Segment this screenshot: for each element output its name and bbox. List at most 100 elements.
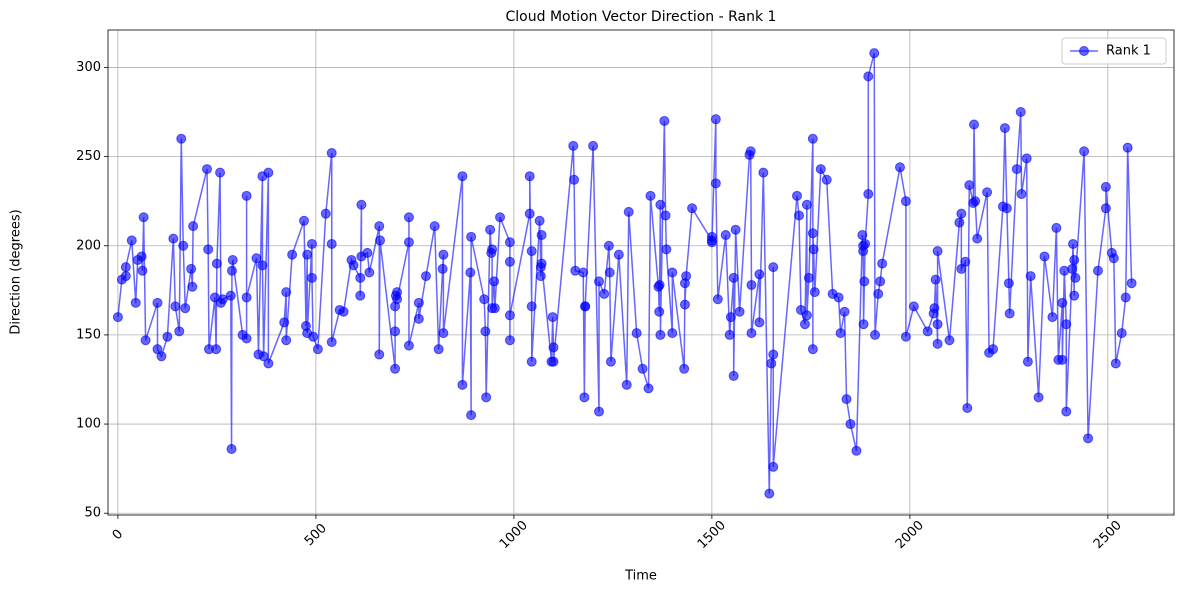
data-point <box>403 237 414 248</box>
data-point <box>1047 312 1058 323</box>
data-point <box>821 174 832 185</box>
data-point <box>348 260 359 271</box>
data-point <box>225 290 236 301</box>
data-point <box>176 133 187 144</box>
data-point <box>687 203 698 214</box>
legend-label: Rank 1 <box>1106 44 1151 59</box>
data-point <box>807 228 818 239</box>
data-point <box>929 303 940 314</box>
data-point <box>863 71 874 82</box>
data-point <box>579 392 590 403</box>
data-point <box>1116 328 1127 339</box>
data-point <box>1057 297 1068 308</box>
data-point <box>724 329 735 340</box>
data-point <box>1033 392 1044 403</box>
data-point <box>580 301 591 312</box>
y-tick-label: 300 <box>76 60 101 75</box>
data-point <box>1025 271 1036 282</box>
data-point <box>679 363 690 374</box>
data-point <box>392 294 403 305</box>
data-point <box>930 274 941 285</box>
data-point <box>465 267 476 278</box>
data-point <box>263 167 274 178</box>
y-tick-label: 50 <box>84 506 101 521</box>
data-point <box>485 224 496 235</box>
data-point <box>875 276 886 287</box>
data-point <box>808 244 819 255</box>
data-point <box>660 210 671 221</box>
data-point <box>679 299 690 310</box>
data-point <box>594 406 605 417</box>
data-point <box>1092 265 1103 276</box>
data-point <box>466 410 477 421</box>
data-point <box>1100 181 1111 192</box>
y-tick-label: 100 <box>76 417 101 432</box>
data-point <box>251 253 262 264</box>
data-point <box>809 287 820 298</box>
data-point <box>403 212 414 223</box>
data-point <box>944 335 955 346</box>
data-point <box>999 123 1010 134</box>
data-point <box>306 272 317 283</box>
data-point <box>972 233 983 244</box>
data-point <box>457 379 468 390</box>
data-point <box>120 271 131 282</box>
data-point <box>745 146 756 157</box>
data-point <box>1126 278 1137 289</box>
data-point <box>168 233 179 244</box>
data-point <box>720 230 731 241</box>
data-point <box>754 317 765 328</box>
data-point <box>792 190 803 201</box>
data-point <box>312 344 323 355</box>
data-point <box>375 235 386 246</box>
data-point <box>1003 278 1014 289</box>
data-point <box>604 267 615 278</box>
data-point <box>637 363 648 374</box>
data-point <box>730 224 741 235</box>
data-point <box>420 271 431 282</box>
data-point <box>1069 290 1080 301</box>
data-point <box>922 326 933 337</box>
data-point <box>605 356 616 367</box>
data-point <box>174 326 185 337</box>
data-point <box>374 349 385 360</box>
data-point <box>1083 433 1094 444</box>
data-point <box>403 340 414 351</box>
data-point <box>954 217 965 228</box>
data-point <box>162 331 173 342</box>
data-point <box>457 171 468 182</box>
data-point <box>1051 222 1062 233</box>
data-point <box>437 263 448 274</box>
data-point <box>863 189 874 200</box>
data-point <box>801 199 812 210</box>
data-point <box>178 240 189 251</box>
data-point <box>187 281 198 292</box>
data-point <box>712 294 723 305</box>
data-point <box>138 212 149 223</box>
data-point <box>227 255 238 266</box>
data-point <box>211 258 222 269</box>
data-point <box>413 313 424 324</box>
data-point <box>326 238 337 249</box>
data-point <box>526 356 537 367</box>
data-point <box>793 210 804 221</box>
data-point <box>495 212 506 223</box>
data-point <box>766 358 777 369</box>
data-point <box>1001 203 1012 214</box>
data-point <box>1100 203 1111 214</box>
data-point <box>413 297 424 308</box>
data-point <box>728 370 739 381</box>
data-point <box>548 342 559 353</box>
legend-marker <box>1079 46 1089 56</box>
data-point <box>356 199 367 210</box>
data-point <box>130 297 141 308</box>
data-point <box>758 167 769 178</box>
data-point <box>170 301 181 312</box>
data-point <box>390 363 401 374</box>
data-point <box>667 328 678 339</box>
data-point <box>621 379 632 390</box>
data-point <box>504 256 515 267</box>
plot-frame <box>107 29 1175 516</box>
